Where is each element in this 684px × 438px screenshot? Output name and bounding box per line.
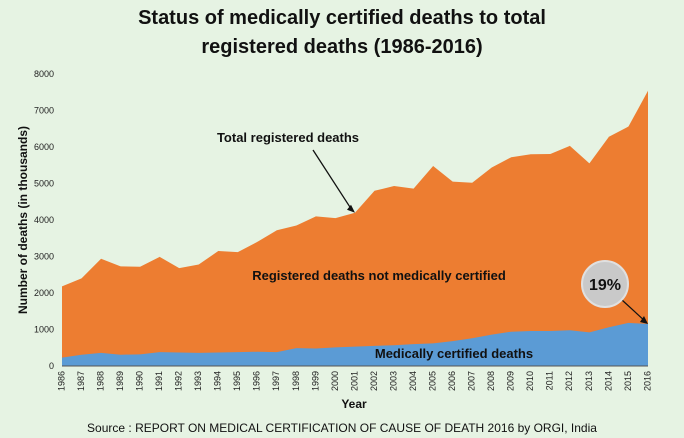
y-tick-label: 2000 [34, 288, 54, 298]
x-tick-label: 2015 [623, 371, 633, 391]
y-tick-label: 3000 [34, 252, 54, 262]
x-tick-label: 2009 [506, 371, 516, 391]
areas-group [61, 90, 649, 366]
x-tick-label: 1988 [95, 371, 105, 391]
x-axis: 1986 1987 1988 1989 1990 1991 1992 1993 1994 1995… [56, 365, 652, 391]
x-tick-label: 2001 [349, 371, 359, 391]
y-axis-title: Number of deaths (in thousands) [16, 126, 30, 314]
annotation-arrow-total [312, 149, 352, 210]
percent-badge-label: 19% [589, 277, 621, 294]
source-note: Source : REPORT ON MEDICAL CERTIFICATION… [87, 421, 597, 435]
arrowhead-percent [640, 316, 648, 325]
x-tick-label: 2006 [447, 371, 457, 391]
x-tick-label: 1993 [193, 371, 203, 391]
x-tick-label: 2010 [525, 371, 535, 391]
area-series-total-registered [62, 90, 648, 366]
annotation-arrow-percent [621, 299, 647, 323]
x-tick-label: 2013 [584, 371, 594, 391]
x-tick-label: 1990 [135, 371, 145, 391]
percent-badge [581, 260, 629, 308]
x-tick-label: 1991 [154, 371, 164, 391]
x-tick-label: 1995 [232, 371, 242, 391]
area-series-medically-certified [62, 322, 648, 366]
x-tick-label: 2004 [408, 371, 418, 391]
x-tick-label: 2000 [330, 371, 340, 391]
annotation-total-registered: Total registered deaths [217, 130, 359, 145]
annotation-not-certified: Registered deaths not medically certifie… [252, 268, 506, 283]
y-tick-label: 6000 [34, 142, 54, 152]
y-tick-label: 8000 [34, 69, 54, 79]
x-tick-label: 2002 [369, 371, 379, 391]
x-tick-label: 2005 [428, 371, 438, 391]
y-tick-label: 0 [49, 361, 54, 371]
x-tick-label: 2007 [467, 371, 477, 391]
x-tick-label: 1992 [174, 371, 184, 391]
x-axis-title: Year [341, 397, 367, 411]
y-tick-label: 5000 [34, 179, 54, 189]
x-tick-label: 1998 [291, 371, 301, 391]
annotations-group: Total registered deaths Registered deaths… [217, 130, 648, 361]
x-tick-label: 2008 [486, 371, 496, 391]
chart-title-line-2: registered deaths (1986-2016) [201, 36, 482, 58]
x-tick-label: 1999 [310, 371, 320, 391]
y-tick-label: 7000 [34, 106, 54, 116]
x-tick-label: 2014 [603, 371, 613, 391]
arrowhead-total [347, 204, 355, 213]
annotation-medically-certified: Medically certified deaths [375, 346, 533, 361]
x-tick-label: 2011 [545, 371, 555, 390]
x-tick-label: 1989 [115, 371, 125, 391]
x-tick-label: 2003 [388, 371, 398, 391]
x-tick-label: 2016 [642, 371, 652, 391]
y-tick-label: 1000 [34, 325, 54, 335]
x-tick-label: 1996 [252, 371, 262, 391]
x-tick-label: 2012 [564, 371, 574, 391]
x-tick-label: 1997 [271, 371, 281, 391]
x-tick-label: 1986 [56, 371, 66, 391]
y-tick-label: 4000 [34, 215, 54, 225]
chart-title-line-1: Status of medically certified deaths to … [138, 7, 546, 29]
x-tick-label: 1994 [213, 371, 223, 391]
y-axis: 0 1000 2000 3000 4000 5000 6000 7000 8000 [34, 69, 54, 371]
x-tick-label: 1987 [76, 371, 86, 391]
